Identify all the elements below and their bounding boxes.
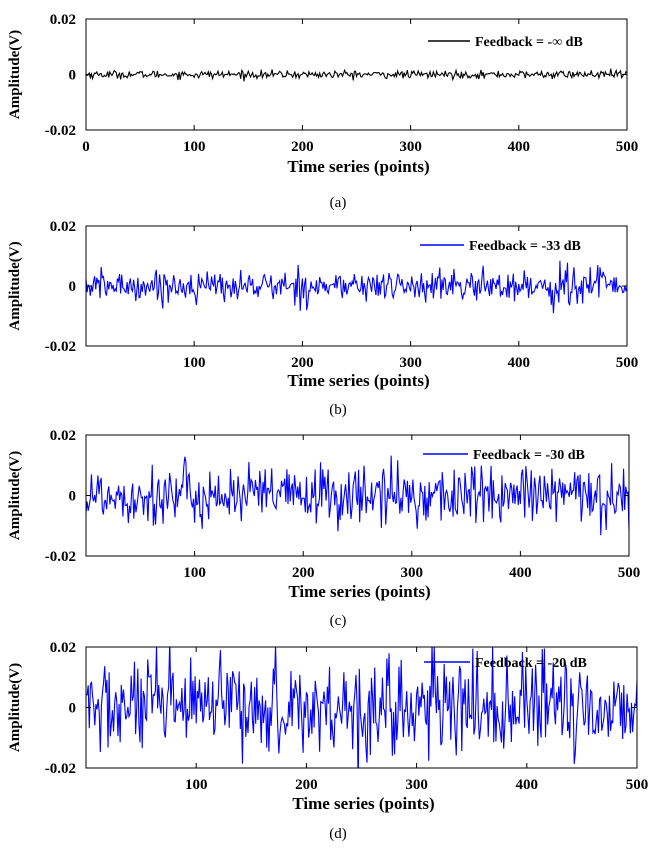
legend-label: Feedback = -30 dB [473, 448, 585, 463]
y-tick-label: 0.02 [50, 12, 76, 28]
chart-panel-c: 100 200 300 400 500 0.02 0 -0.02 Amplitude(V) Tim… [7, 428, 640, 629]
x-tick-label: 200 [292, 565, 315, 581]
chart-panel-d: 100 200 300 400 500 0.02 0 -0.02 Amplitude(V) Tim… [7, 640, 648, 842]
x-axis-label: Time series (points) [292, 794, 434, 813]
x-axis-label: Time series (points) [287, 371, 429, 390]
x-tick-label: 400 [508, 355, 531, 371]
x-tick-label: 0 [82, 139, 90, 155]
x-tick-label: 100 [183, 565, 206, 581]
y-tick-label: -0.02 [45, 549, 76, 565]
x-axis-label: Time series (points) [288, 582, 430, 601]
x-tick-label: 100 [183, 139, 206, 155]
x-tick-label: 400 [516, 777, 539, 793]
y-tick-label: 0.02 [50, 219, 76, 235]
y-tick-label: -0.02 [45, 761, 76, 777]
panel-caption: (a) [330, 195, 347, 211]
x-tick-label: 100 [185, 777, 208, 793]
x-tick-label: 500 [626, 777, 649, 793]
x-tick-label: 300 [401, 565, 424, 581]
y-tick-label: 0 [69, 701, 77, 717]
legend-label: Feedback = -33 dB [469, 239, 581, 254]
x-tick-label: 200 [295, 777, 318, 793]
y-tick-label: 0 [69, 489, 77, 505]
x-axis-label: Time series (points) [287, 157, 429, 176]
legend-label: Feedback = -20 dB [475, 656, 587, 671]
chart-panel-b: 100 200 300 400 500 0.02 0 -0.02 Amplitude(V) Tim… [7, 219, 638, 418]
y-tick-label: 0 [69, 279, 77, 295]
panel-caption: (b) [329, 402, 347, 418]
x-tick-label: 400 [508, 139, 531, 155]
x-tick-label: 100 [183, 355, 206, 371]
x-tick-label: 500 [618, 565, 641, 581]
x-tick-label: 500 [616, 139, 639, 155]
y-tick-label: -0.02 [45, 123, 76, 139]
y-tick-label: 0 [69, 68, 77, 84]
series-line [86, 647, 637, 768]
y-axis-label: Amplitude(V) [7, 30, 23, 119]
legend-label: Feedback = -∞ dB [475, 35, 583, 50]
x-tick-label: 300 [399, 355, 422, 371]
series-line [86, 260, 627, 314]
panel-caption: (d) [329, 826, 347, 842]
y-axis-label: Amplitude(V) [7, 663, 23, 752]
series-line [86, 455, 629, 536]
y-tick-label: -0.02 [45, 339, 76, 355]
x-tick-label: 500 [616, 355, 639, 371]
x-tick-label: 200 [291, 355, 314, 371]
panel-caption: (c) [330, 613, 347, 629]
chart-panel-a: 0 100 200 300 400 500 0.02 0 -0.02 Amplitude(V) Ti… [7, 12, 638, 211]
x-tick-label: 300 [405, 777, 428, 793]
y-tick-label: 0.02 [50, 428, 76, 444]
x-tick-label: 300 [399, 139, 422, 155]
series-line [86, 68, 627, 82]
y-axis-label: Amplitude(V) [7, 451, 23, 540]
y-axis-label: Amplitude(V) [7, 241, 23, 330]
x-tick-label: 400 [509, 565, 532, 581]
y-tick-label: 0.02 [50, 640, 76, 656]
x-tick-label: 200 [291, 139, 314, 155]
